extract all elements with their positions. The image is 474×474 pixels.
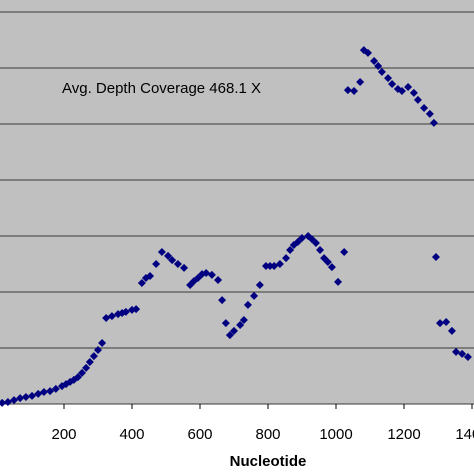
data-point [21,393,30,401]
data-point [298,233,306,242]
data-point [350,86,359,95]
x-tick-label: 600 [187,426,212,443]
x-axis-label: Nucleotide [230,453,307,470]
data-point [327,263,336,272]
data-point [388,79,397,88]
data-point [463,352,472,361]
data-point [3,398,12,407]
data-point [173,260,182,268]
data-point [230,326,238,335]
data-point [334,277,343,286]
data-point [243,300,252,309]
data-point [39,387,48,396]
data-point [397,86,406,95]
data-point [374,62,383,71]
data-point [78,368,87,377]
annotation: Avg. Depth Coverage 468.1 X [62,80,261,97]
data-point [207,270,216,279]
data-point [82,363,91,372]
data-point [221,319,230,328]
data-point [266,261,275,270]
data-point [363,48,372,57]
data-point [377,67,386,76]
data-point [307,235,316,244]
data-point [275,260,284,268]
data-point [420,104,429,113]
x-tick-label: 1200 [387,426,420,443]
data-point [311,239,320,247]
data-point [180,263,189,272]
data-point [447,326,456,335]
data-point [168,256,177,265]
data-point [239,316,248,324]
data-point [458,349,467,358]
data-point [356,78,365,86]
data-point [225,331,234,340]
data-point [316,246,325,254]
data-point [236,321,245,330]
data-point [404,83,413,92]
data-point [73,373,82,382]
data-point [409,88,418,97]
data-point [286,246,295,254]
data-point [157,247,166,256]
data-point [89,352,98,361]
plot-area [0,0,474,404]
data-point [0,398,7,407]
data-point [429,118,438,127]
data-point [98,338,107,347]
x-tick-label: 200 [51,426,76,443]
data-point [10,396,19,405]
data-point [28,391,37,400]
data-point [370,57,379,65]
data-point [214,275,223,284]
data-point [137,279,146,288]
data-point [255,281,264,289]
data-point [436,319,445,328]
data-point [431,253,440,261]
data-point [323,258,332,267]
data-point [16,394,25,403]
data-point [413,95,422,104]
x-tick-label: 1400 [455,426,474,443]
data-point [282,254,291,263]
data-point [164,251,173,260]
data-point [442,317,451,326]
data-point [452,347,461,356]
data-point [51,384,60,393]
x-tick-label: 400 [119,426,144,443]
data-point [261,261,270,270]
data-point [94,345,102,354]
data-point [218,296,227,305]
data-point [46,387,55,396]
data-point [85,358,94,366]
data-point [121,307,130,316]
data-point [107,312,116,321]
data-point [250,291,259,300]
data-point [343,86,352,95]
data-point [152,260,161,268]
data-point [425,109,434,118]
data-point [384,74,393,83]
x-tick-label: 1000 [319,426,352,443]
data-point [146,272,155,281]
data-point [340,247,349,256]
data-point [132,305,141,314]
x-tick-label: 800 [255,426,280,443]
